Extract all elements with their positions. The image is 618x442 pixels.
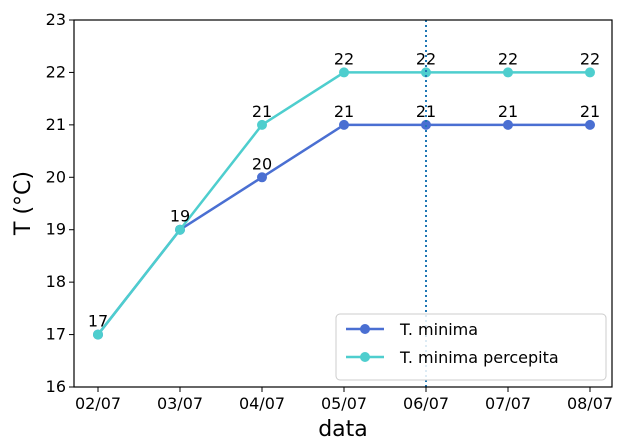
legend: T. minima T. minima percepita: [335, 313, 607, 381]
plot-frame: [73, 19, 613, 388]
data-label: 22: [334, 49, 354, 68]
x-tick-label: 07/07: [485, 394, 531, 413]
y-tick-label: 22: [46, 62, 66, 81]
data-label: 20: [252, 154, 272, 173]
data-point: [257, 119, 267, 130]
data-label: 22: [580, 49, 600, 68]
data-label: 22: [416, 49, 436, 68]
x-tick-label: 04/07: [239, 394, 285, 413]
data-label: 22: [498, 49, 518, 68]
data-point: [339, 67, 349, 78]
x-tick-label: 02/07: [75, 394, 121, 413]
y-tick-label: 18: [46, 272, 66, 291]
legend-label-t-minima: T. minima: [399, 320, 478, 339]
y-tick-label: 19: [46, 220, 66, 239]
x-tick-label: 05/07: [321, 394, 367, 413]
data-point: [585, 119, 595, 130]
data-point: [585, 67, 595, 78]
data-point: [421, 119, 431, 130]
x-axis-title: data: [318, 417, 368, 442]
data-point: [257, 172, 267, 183]
data-label: 21: [334, 102, 354, 121]
data-point: [175, 224, 185, 235]
data-point: [339, 119, 349, 130]
y-tick-label: 20: [46, 167, 66, 186]
x-tick-label: 08/07: [567, 394, 613, 413]
data-point: [421, 67, 431, 78]
y-tick-label: 23: [46, 10, 66, 29]
legend-marker-t-minima: [360, 324, 370, 334]
y-tick-label: 16: [46, 377, 66, 396]
series-line: [97, 123, 590, 336]
data-label: 21: [498, 102, 518, 121]
data-point: [503, 119, 513, 130]
data-label: 19: [170, 207, 190, 226]
x-tick-label: 03/07: [157, 394, 203, 413]
y-axis-title: T (°C): [11, 171, 36, 236]
x-tick-label: 06/07: [403, 394, 449, 413]
data-point: [503, 67, 513, 78]
legend-label-t-minima-percepita: T. minima percepita: [399, 348, 559, 367]
data-label: 21: [252, 102, 272, 121]
data-point: [93, 329, 103, 340]
y-tick-label: 21: [46, 115, 66, 134]
data-label: 17: [88, 312, 108, 331]
data-label: 21: [580, 102, 600, 121]
y-tick-label: 17: [46, 325, 66, 344]
legend-box: [335, 313, 607, 381]
legend-marker-t-minima-percepita: [360, 352, 370, 362]
